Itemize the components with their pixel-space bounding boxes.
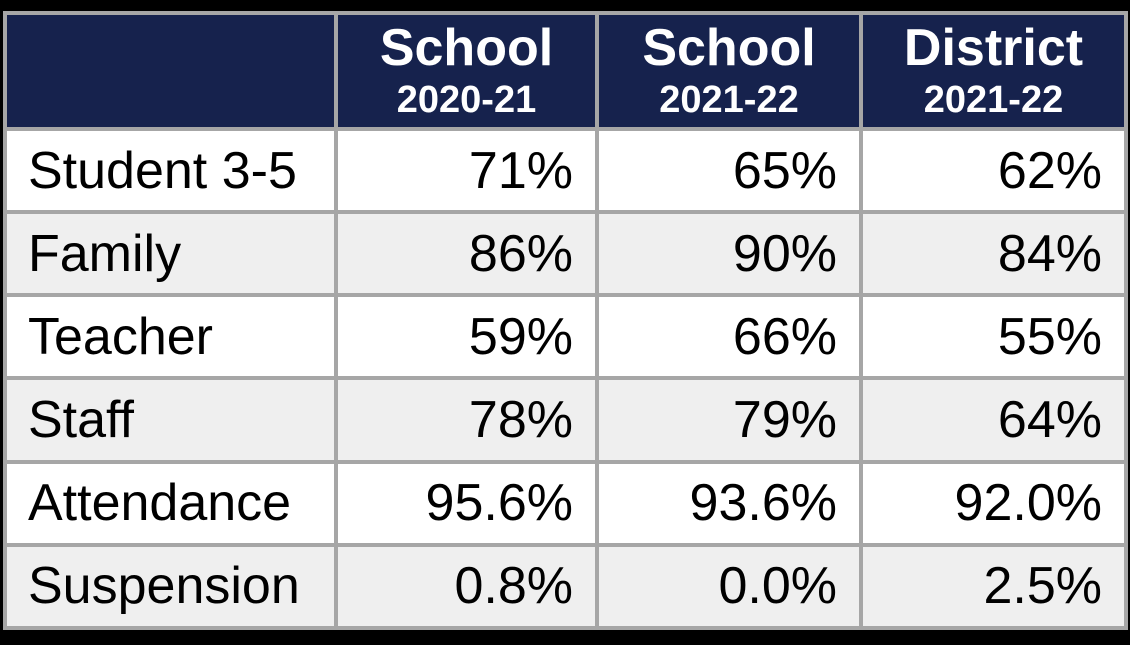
- row-label: Student 3-5: [3, 126, 338, 215]
- cell-value: 93.6%: [595, 459, 863, 547]
- cell-value: 59%: [334, 293, 599, 381]
- cell-value: 62%: [859, 126, 1128, 215]
- row-label: Staff: [3, 376, 338, 464]
- cell-value: 92.0%: [859, 459, 1128, 547]
- row-label: Suspension: [3, 542, 338, 631]
- cell-value: 66%: [595, 293, 863, 381]
- column-subtitle: 2021-22: [659, 79, 799, 121]
- table-row-attendance: Attendance 95.6% 93.6% 92.0%: [3, 459, 1128, 547]
- cell-value: 64%: [859, 376, 1128, 464]
- column-title: District: [903, 19, 1084, 77]
- column-subtitle: 2020-21: [396, 79, 537, 121]
- column-title: School: [642, 19, 816, 77]
- cell-value: 95.6%: [334, 459, 599, 547]
- table-row-suspension: Suspension 0.8% 0.0% 2.5%: [3, 542, 1128, 631]
- cell-value: 71%: [334, 126, 599, 215]
- cell-value: 55%: [859, 293, 1128, 381]
- cell-value: 79%: [595, 376, 863, 464]
- column-header-school-2020-21: School 2020-21: [334, 11, 599, 131]
- header-row: School 2020-21 School 2021-22 District 2…: [3, 11, 1128, 131]
- cell-value: 2.5%: [859, 542, 1128, 631]
- row-label: Teacher: [3, 293, 338, 381]
- table-row-student-3-5: Student 3-5 71% 65% 62%: [3, 126, 1128, 215]
- cell-value: 0.8%: [334, 542, 599, 631]
- column-header-district-2021-22: District 2021-22: [859, 11, 1128, 131]
- table-row-staff: Staff 78% 79% 64%: [3, 376, 1128, 464]
- column-header-school-2021-22: School 2021-22: [595, 11, 863, 131]
- cell-value: 0.0%: [595, 542, 863, 631]
- row-label: Family: [3, 210, 338, 298]
- table-row-teacher: Teacher 59% 66% 55%: [3, 293, 1128, 381]
- metrics-table: School 2020-21 School 2021-22 District 2…: [3, 11, 1128, 631]
- column-title: School: [379, 19, 554, 77]
- cell-value: 84%: [859, 210, 1128, 298]
- cell-value: 78%: [334, 376, 599, 464]
- table-row-family: Family 86% 90% 84%: [3, 210, 1128, 298]
- column-subtitle: 2021-22: [923, 79, 1064, 121]
- cell-value: 65%: [595, 126, 863, 215]
- cell-value: 86%: [334, 210, 599, 298]
- corner-cell: [3, 11, 338, 131]
- row-label: Attendance: [3, 459, 338, 547]
- cell-value: 90%: [595, 210, 863, 298]
